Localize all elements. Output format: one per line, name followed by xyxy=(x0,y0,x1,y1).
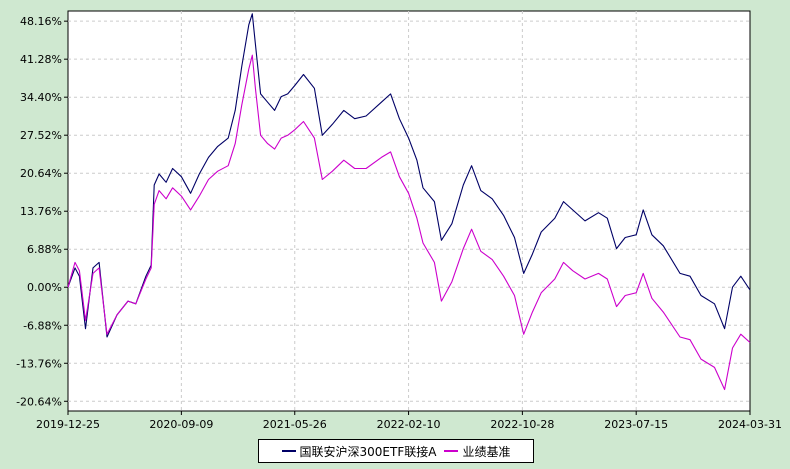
legend-item-fund: 国联安沪深300ETF联接A xyxy=(281,443,437,460)
series-lines xyxy=(67,13,751,391)
x-tick-label: 2022-10-28 xyxy=(490,418,554,431)
y-tick-label: 20.64% xyxy=(20,167,62,180)
legend: 国联安沪深300ETF联接A 业绩基准 xyxy=(258,439,534,463)
x-tick-label: 2022-02-10 xyxy=(377,418,441,431)
y-tick-label: 0.00% xyxy=(27,281,62,294)
y-tick-label: 48.16% xyxy=(20,15,62,28)
axis-ticks: 48.16% 41.28% 34.40% 27.52% 20.64% 13.76% 6.88… xyxy=(16,15,782,431)
x-tick-label: 2020-09-09 xyxy=(149,418,213,431)
series-line-fund xyxy=(67,13,751,338)
y-tick-label: -6.88% xyxy=(23,319,62,332)
legend-swatch-fund xyxy=(281,450,296,452)
legend-swatch-benchmark xyxy=(444,450,459,452)
y-tick-label: 41.28% xyxy=(20,53,62,66)
x-tick-label: 2024-03-31 xyxy=(718,418,782,431)
y-tick-label: 27.52% xyxy=(20,129,62,142)
x-tick-label: 2019-12-25 xyxy=(36,418,100,431)
y-tick-label: 6.88% xyxy=(27,243,62,256)
legend-label-benchmark: 业绩基准 xyxy=(462,444,511,459)
x-tick-label: 2021-05-26 xyxy=(263,418,327,431)
y-tick-label: 34.40% xyxy=(20,91,62,104)
legend-item-benchmark: 业绩基准 xyxy=(444,443,510,460)
grid-lines xyxy=(68,11,750,411)
y-tick-label: -20.64% xyxy=(16,395,62,408)
y-tick-label: -13.76% xyxy=(16,357,62,370)
x-tick-label: 2023-07-15 xyxy=(604,418,668,431)
y-tick-label: 13.76% xyxy=(20,205,62,218)
series-line-benchmark xyxy=(67,54,751,391)
legend-label-fund: 国联安沪深300ETF联接A xyxy=(299,444,437,459)
